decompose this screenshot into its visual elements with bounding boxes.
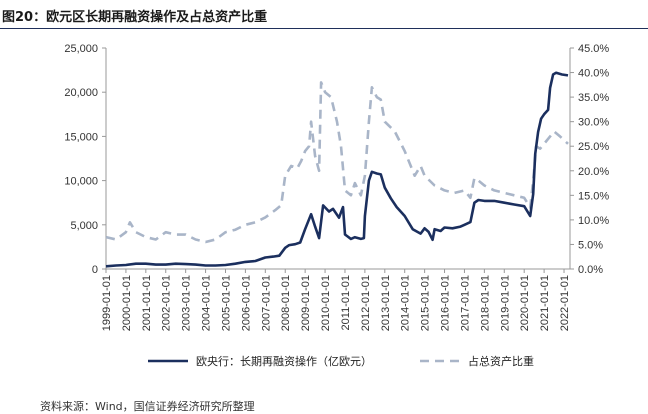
x-tick-label: 2012-01-01 — [360, 275, 372, 331]
x-tick-label: 2020-01-01 — [519, 275, 531, 331]
title-rule — [0, 28, 648, 29]
x-tick-label: 2022-01-01 — [559, 275, 571, 331]
x-tick-label: 2015-01-01 — [420, 275, 432, 331]
right-tick-label: 35.0% — [578, 92, 609, 104]
left-tick-label: 0 — [92, 264, 98, 276]
right-tick-label: 40.0% — [578, 68, 609, 80]
x-tick-label: 2003-01-01 — [181, 275, 193, 331]
legend: 欧央行：长期再融资操作（亿欧元） 占总资产比重 — [148, 354, 534, 368]
x-tick-label: 2014-01-01 — [400, 275, 412, 331]
x-tick-label: 2006-01-01 — [240, 275, 252, 331]
x-tick-label: 2001-01-01 — [141, 275, 153, 331]
right-axis-ticks: 0.0% 5.0% 10.0% 15.0% 20.0% 25.0% 30.0% 35.0% 40… — [570, 43, 609, 276]
x-tick-label: 2016-01-01 — [440, 275, 452, 331]
legend-label-ltro: 欧央行：长期再融资操作（亿欧元） — [196, 354, 372, 368]
legend-label-share: 占总资产比重 — [468, 354, 534, 368]
x-tick-label: 2010-01-01 — [320, 275, 332, 331]
left-tick-label: 20,000 — [64, 87, 98, 99]
series-line-ltro — [105, 71, 569, 268]
series-line-share — [105, 81, 569, 244]
right-tick-label: 0.0% — [578, 264, 603, 276]
x-tick-label: 2004-01-01 — [201, 275, 213, 331]
chart-axes — [105, 48, 571, 270]
x-tick-label: 2009-01-01 — [300, 275, 312, 331]
right-tick-label: 10.0% — [578, 215, 609, 227]
left-tick-label: 5,000 — [70, 220, 98, 232]
x-tick-label: 2008-01-01 — [280, 275, 292, 331]
x-tick-label: 2017-01-01 — [459, 275, 471, 331]
figure-title: 图20：欧元区长期再融资操作及占总资产比重 — [2, 10, 268, 25]
x-tick-label: 2021-01-01 — [539, 275, 551, 331]
left-tick-label: 25,000 — [64, 43, 98, 55]
right-tick-label: 20.0% — [578, 166, 609, 178]
right-tick-label: 45.0% — [578, 43, 609, 55]
x-tick-label: 2013-01-01 — [380, 275, 392, 331]
x-tick-label: 2007-01-01 — [260, 275, 272, 331]
right-tick-label: 30.0% — [578, 117, 609, 129]
right-tick-label: 15.0% — [578, 190, 609, 202]
right-tick-label: 5.0% — [578, 239, 603, 251]
x-tick-label: 2019-01-01 — [499, 275, 511, 331]
left-axis-ticks: 0 5,000 10,000 15,000 20,000 25,000 — [64, 43, 106, 276]
chart-series — [105, 71, 569, 268]
x-tick-label: 2018-01-01 — [479, 275, 491, 331]
x-tick-label: 2000-01-01 — [121, 275, 133, 331]
x-tick-label: 1999-01-01 — [101, 275, 113, 331]
left-tick-label: 10,000 — [64, 176, 98, 188]
x-axis-ticks: 1999-01-01 2000-01-01 2001-01-01 2002-01-01… — [101, 269, 571, 331]
source-note: 资料来源：Wind，国信证券经济研究所整理 — [40, 400, 255, 413]
right-tick-label: 25.0% — [578, 141, 609, 153]
left-tick-label: 15,000 — [64, 131, 98, 143]
x-tick-label: 2005-01-01 — [220, 275, 232, 331]
x-tick-label: 2002-01-01 — [161, 275, 173, 331]
x-tick-label: 2011-01-01 — [340, 275, 352, 330]
